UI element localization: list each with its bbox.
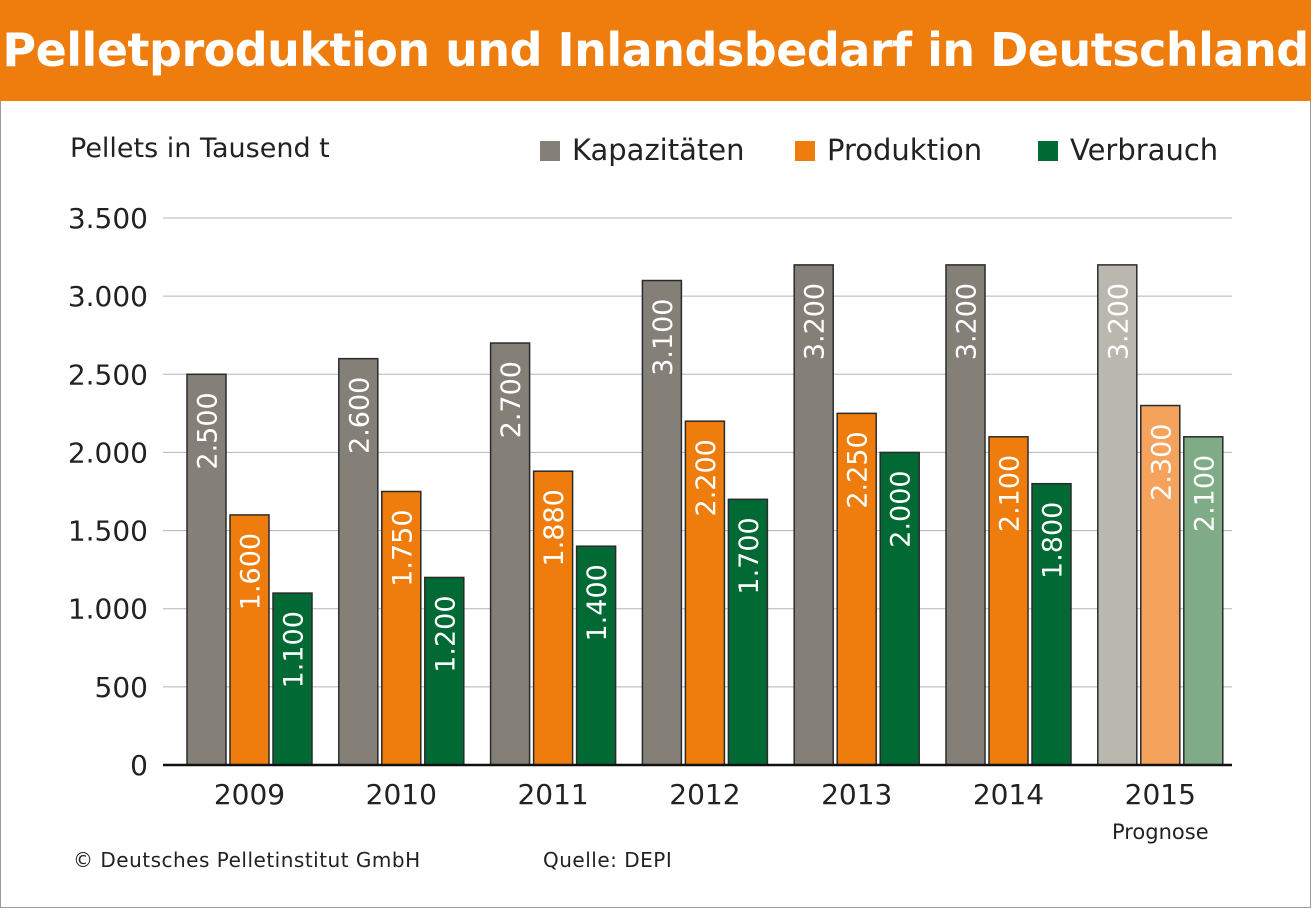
x-tick-label: 2012 — [669, 778, 740, 811]
data-label: 2.500 — [193, 392, 224, 469]
data-label: 1.400 — [582, 564, 613, 641]
data-label: 3.200 — [1103, 283, 1134, 360]
bar-verbrauch-2013 — [879, 451, 920, 766]
legend-label-verbrauch: Verbrauch — [1070, 133, 1219, 167]
bar-produktion-2011 — [532, 470, 574, 766]
y-tick-label: 1.500 — [68, 515, 148, 548]
y-tick-label: 3.000 — [68, 280, 148, 313]
y-tick-label: 2.500 — [68, 358, 148, 391]
x-tick-label: 2010 — [366, 778, 437, 811]
bar-produktion-2010 — [381, 490, 422, 766]
legend-swatch-kapazitaeten — [540, 141, 560, 161]
bar-kapazitten-2009 — [186, 373, 227, 766]
data-label: 2.000 — [886, 470, 917, 547]
legend-item-verbrauch: Verbrauch — [1038, 133, 1218, 167]
legend-label-kapazitaeten: Kapazitäten — [572, 133, 745, 167]
legend-swatch-produktion — [795, 141, 815, 161]
bar-kapazitten-2010 — [338, 357, 379, 766]
bar-produktion-2015 — [1140, 404, 1181, 766]
data-label: 2.250 — [843, 431, 874, 508]
bar-verbrauch-2012 — [727, 498, 769, 766]
data-label: 2.300 — [1146, 424, 1177, 501]
bar-produktion-2009 — [229, 514, 270, 766]
bar-verbrauch-2014 — [1031, 482, 1072, 766]
bar-verbrauch-2010 — [424, 576, 465, 766]
data-label: 1.100 — [279, 611, 310, 688]
x-tick-label: 2015 — [1125, 778, 1196, 811]
legend-item-kapazitaeten: Kapazitäten — [540, 133, 744, 167]
data-label: 3.100 — [648, 299, 679, 376]
data-label: 1.200 — [430, 595, 461, 672]
data-label: 2.700 — [496, 361, 527, 438]
data-label: 3.200 — [800, 283, 831, 360]
x-tick-label: 2013 — [821, 778, 892, 811]
bar-verbrauch-2015 — [1183, 436, 1224, 766]
data-label: 3.200 — [952, 283, 983, 360]
data-label: 1.750 — [387, 510, 418, 587]
y-tick-label: 2.000 — [68, 436, 148, 469]
legend-swatch-verbrauch — [1038, 141, 1058, 161]
data-label: 2.100 — [1189, 455, 1220, 532]
bar-kapazitten-2015 — [1097, 264, 1138, 766]
y-tick-label: 3.500 — [68, 202, 148, 235]
x-tick-label: 2009 — [214, 778, 285, 811]
data-label: 2.100 — [995, 455, 1026, 532]
data-label: 1.880 — [539, 489, 570, 566]
data-label: 1.700 — [734, 517, 765, 594]
chart-title: Pelletproduktion und Inlandsbedarf in De… — [0, 0, 1311, 101]
y-tick-label: 0 — [130, 749, 148, 782]
x-tick-label: 2014 — [973, 778, 1044, 811]
source-note: Quelle: DEPI — [543, 848, 673, 872]
x-tick-label: 2011 — [517, 778, 588, 811]
data-label: 2.200 — [691, 439, 722, 516]
bar-verbrauch-2009 — [272, 592, 313, 766]
y-tick-label: 500 — [95, 671, 148, 704]
x-tick-note: Prognose — [1112, 820, 1209, 844]
legend-item-produktion: Produktion — [795, 133, 982, 167]
legend-label-produktion: Produktion — [827, 133, 983, 167]
bar-produktion-2012 — [684, 420, 726, 766]
copyright-note: © Deutsches Pelletinstitut GmbH — [73, 848, 421, 872]
y-tick-label: 1.000 — [68, 593, 148, 626]
data-label: 2.600 — [344, 377, 375, 454]
y-axis-label: Pellets in Tausend t — [70, 133, 330, 164]
bar-produktion-2014 — [988, 436, 1029, 766]
bar-kapazitten-2011 — [489, 342, 531, 766]
data-label: 1.600 — [236, 533, 267, 610]
data-label: 1.800 — [1038, 502, 1069, 579]
